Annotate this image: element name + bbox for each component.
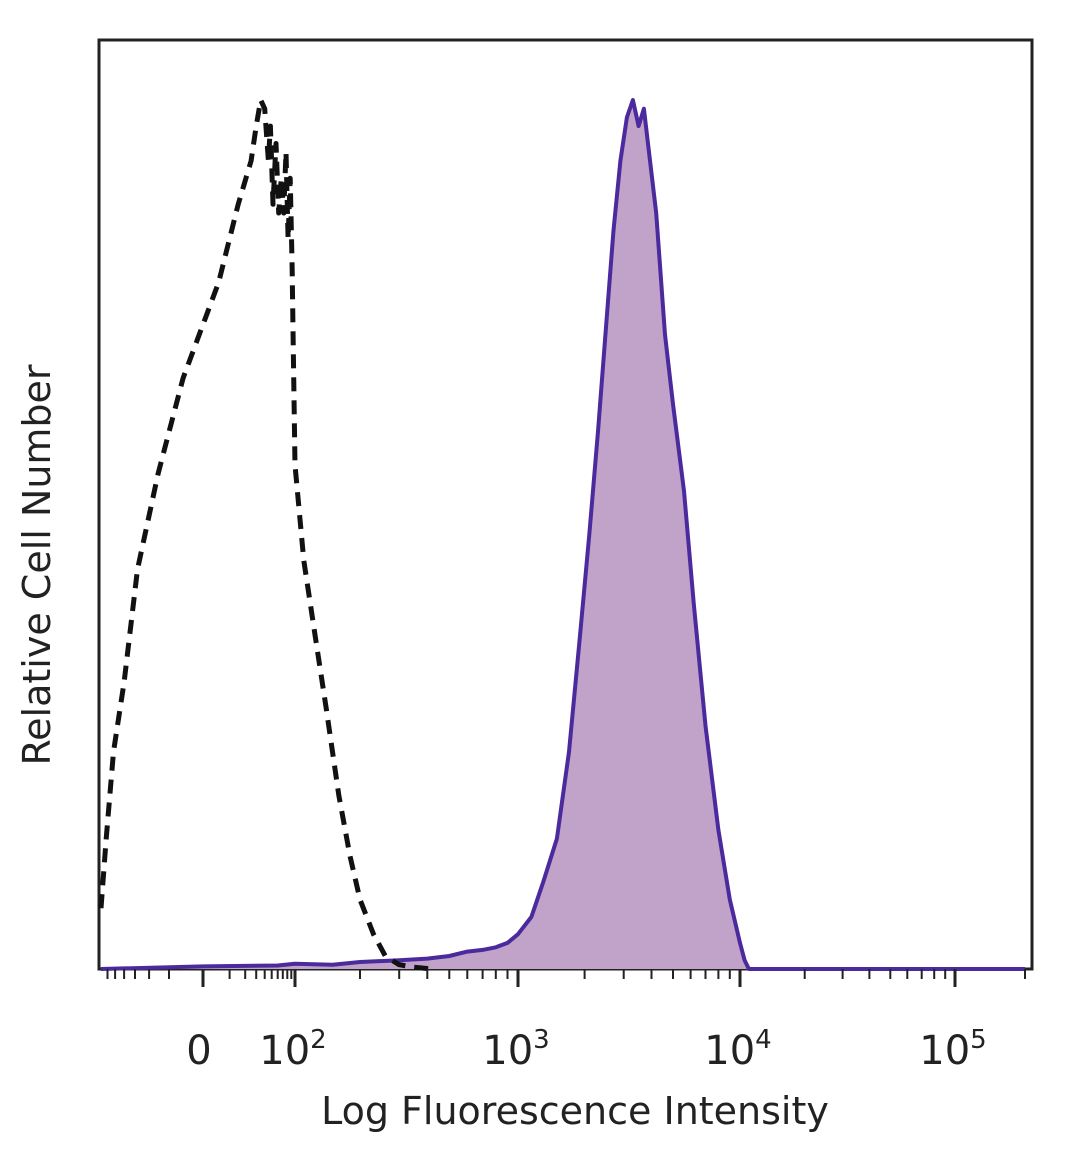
y-axis-title: Relative Cell Number [15,364,59,765]
x-axis-tick-labels: 0 102 103 104 105 [186,1025,986,1074]
x-axis-title: Log Fluorescence Intensity [321,1089,829,1133]
x-tick-label-exponent: 2 [310,1025,327,1055]
x-tick-label: 0 [186,1028,211,1074]
x-tick-label: 103 [482,1025,549,1074]
x-tick-label-exponent: 4 [755,1025,772,1055]
series-1-line [100,98,1025,971]
x-tick-label-exponent: 5 [970,1025,987,1055]
x-tick-label-base: 10 [482,1028,533,1074]
x-tick-label-exponent: 3 [533,1025,550,1055]
series-layer [98,97,1025,972]
series-0-line [98,97,433,972]
x-axis-ticks [106,969,1026,987]
x-tick-label: 104 [704,1025,771,1074]
x-tick-label: 105 [919,1025,986,1074]
x-tick-label-base: 10 [259,1028,310,1074]
x-tick-label-base: 10 [704,1028,755,1074]
series-1-area [101,100,1025,969]
x-tick-label-base: 10 [919,1028,970,1074]
x-tick-label: 102 [259,1025,326,1074]
